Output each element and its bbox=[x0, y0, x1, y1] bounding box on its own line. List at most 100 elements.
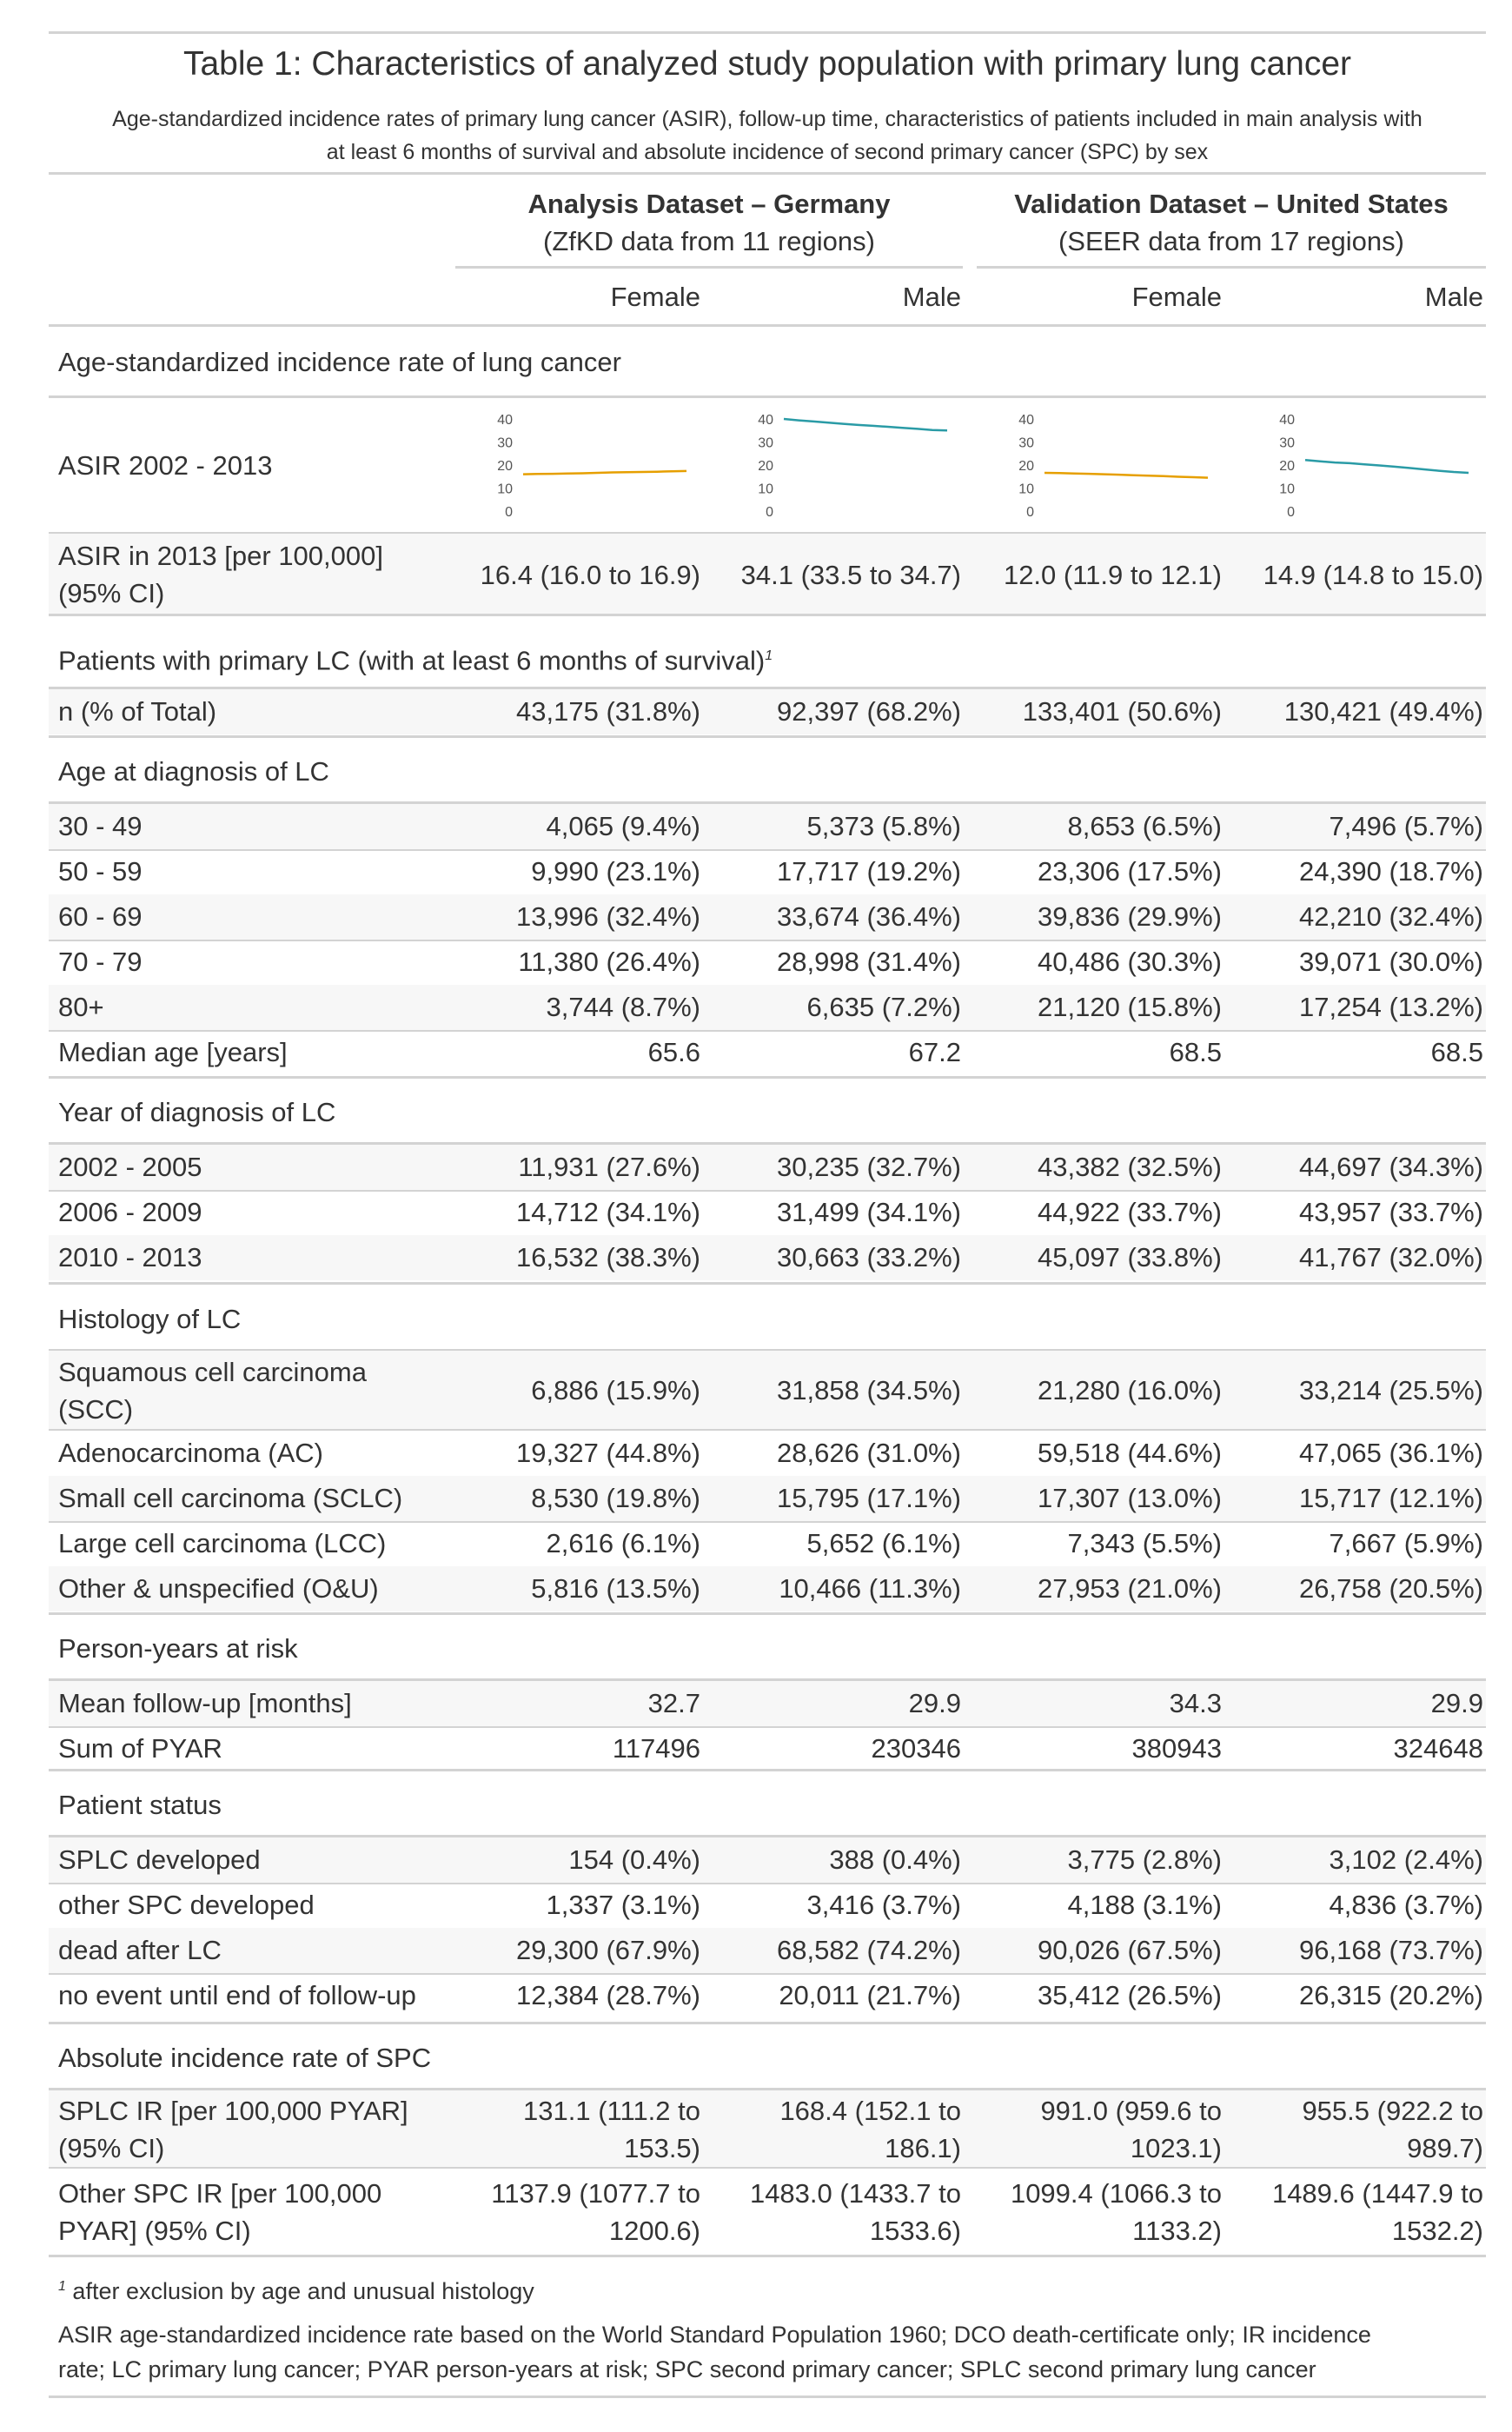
spanner-usa-rule bbox=[977, 266, 1486, 269]
age-cell: 17,254 (13.2%) bbox=[1299, 992, 1483, 1022]
sparkline-tick-label: 20 bbox=[1018, 459, 1034, 474]
footnote-1: 1 after exclusion by age and unusual his… bbox=[58, 2269, 534, 2309]
section-asir-rule bbox=[49, 395, 1486, 398]
age-cell: 42,210 (32.4%) bbox=[1299, 901, 1483, 932]
status-cell: 26,315 (20.2%) bbox=[1299, 1980, 1483, 2010]
histology-cell: 26,758 (20.5%) bbox=[1299, 1573, 1483, 1604]
histology-cell: 28,626 (31.0%) bbox=[777, 1438, 961, 1468]
row-rule bbox=[49, 1973, 1486, 1975]
status-cell: 4,188 (3.1%) bbox=[1067, 1890, 1223, 1920]
spanner-usa-sub: (SEER data from 17 regions) bbox=[1058, 226, 1404, 256]
status-cell: 29,300 (67.9%) bbox=[516, 1935, 700, 1965]
page-bottom-rule bbox=[49, 2395, 1486, 2398]
ir-splc-us-female-1: 991.0 (959.6 to bbox=[1040, 2096, 1222, 2126]
histology-row-label: Large cell carcinoma (LCC) bbox=[58, 1528, 387, 1558]
pyar-cell: 230346 bbox=[871, 1733, 961, 1764]
spanner-usa: Validation Dataset – United States (SEER… bbox=[977, 185, 1486, 260]
year-cell: 30,235 (32.7%) bbox=[777, 1152, 961, 1182]
age-cell: 68.5 bbox=[1430, 1037, 1483, 1067]
status-cell: 3,416 (3.7%) bbox=[806, 1890, 962, 1920]
histology-cell: 17,307 (13.0%) bbox=[1038, 1483, 1222, 1513]
sparkline-series-line bbox=[522, 469, 687, 475]
subtitle-line-1: Age-standardized incidence rates of prim… bbox=[112, 107, 1422, 131]
section-pyar: Person-years at risk bbox=[58, 1633, 298, 1664]
section-rule bbox=[49, 1142, 1486, 1145]
age-cell: 5,373 (5.8%) bbox=[806, 811, 962, 841]
age-row-shade bbox=[49, 804, 1486, 849]
section-ir: Absolute incidence rate of SPC bbox=[58, 2043, 432, 2073]
status-cell: 68,582 (74.2%) bbox=[777, 1935, 961, 1965]
total-cell: 130,421 (49.4%) bbox=[1283, 696, 1483, 727]
footnote-1-mark: 1 bbox=[58, 2279, 66, 2294]
age-row-label: Median age [years] bbox=[58, 1037, 288, 1067]
year-cell: 16,532 (38.3%) bbox=[516, 1242, 700, 1272]
asir-sparklines: 40 30 20 10 0 40 30 20 10 0 40 30 20 10 0 40 30 20 10 0 bbox=[497, 413, 1469, 520]
header-bottom-rule bbox=[49, 324, 1486, 327]
year-cell: 44,922 (33.7%) bbox=[1038, 1197, 1222, 1227]
age-cell: 13,996 (32.4%) bbox=[516, 901, 700, 932]
total-row-label: n (% of Total) bbox=[58, 696, 217, 727]
ir-splc-de-male-2: 186.1) bbox=[885, 2133, 961, 2163]
sparkline-tick-label: 20 bbox=[758, 459, 773, 474]
section-rule bbox=[49, 1678, 1486, 1681]
age-row-shade bbox=[49, 894, 1486, 940]
sparkline-tick-label: 20 bbox=[1279, 459, 1295, 474]
status-cell: 96,168 (73.7%) bbox=[1299, 1935, 1483, 1965]
ir-other-us-female-2: 1133.2) bbox=[1132, 2216, 1222, 2246]
section-rule bbox=[49, 2022, 1486, 2024]
sparkline-tick-label: 10 bbox=[1018, 482, 1034, 497]
ir-other-label-2: PYAR] (95% CI) bbox=[58, 2216, 251, 2246]
total-cell: 133,401 (50.6%) bbox=[1022, 696, 1222, 727]
age-cell: 33,674 (36.4%) bbox=[777, 901, 961, 932]
histology-cell: 59,518 (44.6%) bbox=[1038, 1438, 1222, 1468]
asir-2013-us-female: 12.0 (11.9 to 12.1) bbox=[1003, 560, 1222, 590]
sparkline-series-line bbox=[1304, 458, 1469, 475]
sparkline-tick-label: 30 bbox=[1279, 436, 1295, 451]
sparkline-tick-label: 30 bbox=[1018, 436, 1034, 451]
age-row-label: 30 - 49 bbox=[58, 811, 143, 841]
status-cell: 154 (0.4%) bbox=[568, 1844, 700, 1875]
histology-cell: 7,343 (5.5%) bbox=[1067, 1528, 1223, 1558]
histology-cell: 2,616 (6.1%) bbox=[546, 1528, 701, 1558]
row-rule bbox=[49, 940, 1486, 941]
status-cell: 3,775 (2.8%) bbox=[1067, 1844, 1223, 1875]
sparkline-tick-label: 0 bbox=[1026, 505, 1034, 520]
ir-splc-de-female-1: 131.1 (111.2 to bbox=[523, 2096, 700, 2126]
row-rule bbox=[49, 1521, 1486, 1523]
sparkline-panel: 40 30 20 10 0 bbox=[1279, 413, 1469, 520]
table-bottom-rule bbox=[49, 2255, 1486, 2257]
histology-cell: 7,667 (5.9%) bbox=[1329, 1528, 1484, 1558]
row-rule bbox=[49, 1726, 1486, 1728]
pyar-cell: 29.9 bbox=[908, 1688, 961, 1718]
top-rule bbox=[49, 31, 1486, 34]
total-row-shade bbox=[49, 689, 1486, 734]
histology-cell: 10,466 (11.3%) bbox=[779, 1573, 961, 1604]
status-cell: 388 (0.4%) bbox=[829, 1844, 961, 1875]
row-rule bbox=[49, 849, 1486, 851]
scc-de-male: 31,858 (34.5%) bbox=[777, 1375, 961, 1405]
section-asir: Age-standardized incidence rate of lung … bbox=[58, 347, 621, 377]
sparkline-tick-label: 0 bbox=[766, 505, 773, 520]
asir-2013-de-male: 34.1 (33.5 to 34.7) bbox=[740, 560, 961, 590]
pyar-cell: 32.7 bbox=[647, 1688, 700, 1718]
histology-cell: 15,795 (17.1%) bbox=[777, 1483, 961, 1513]
spanner-usa-title: Validation Dataset – United States bbox=[1014, 189, 1449, 219]
year-row-label: 2002 - 2005 bbox=[58, 1152, 202, 1182]
section-rule bbox=[49, 2088, 1486, 2090]
total-cell: 43,175 (31.8%) bbox=[516, 696, 700, 727]
year-row-shade bbox=[49, 1145, 1486, 1190]
table-subtitle: Age-standardized incidence rates of prim… bbox=[49, 103, 1486, 169]
footnote-mark: 1 bbox=[765, 648, 773, 663]
footnote-1-text: after exclusion by age and unusual histo… bbox=[72, 2278, 534, 2304]
sparkline-tick-label: 20 bbox=[497, 459, 513, 474]
subtitle-line-2: at least 6 months of survival and absolu… bbox=[326, 140, 1209, 164]
section-rule bbox=[49, 687, 1486, 689]
ir-splc-us-male-1: 955.5 (922.2 to bbox=[1302, 2096, 1483, 2126]
histology-row-shade bbox=[49, 1476, 1486, 1521]
age-row-label: 50 - 59 bbox=[58, 856, 143, 887]
year-cell: 11,931 (27.6%) bbox=[518, 1152, 700, 1182]
ir-splc-label-2: (95% CI) bbox=[58, 2133, 165, 2163]
year-cell: 41,767 (32.0%) bbox=[1299, 1242, 1483, 1272]
col-header-de-female: Female bbox=[610, 282, 700, 312]
sparkline-panel: 40 30 20 10 0 bbox=[758, 413, 948, 520]
